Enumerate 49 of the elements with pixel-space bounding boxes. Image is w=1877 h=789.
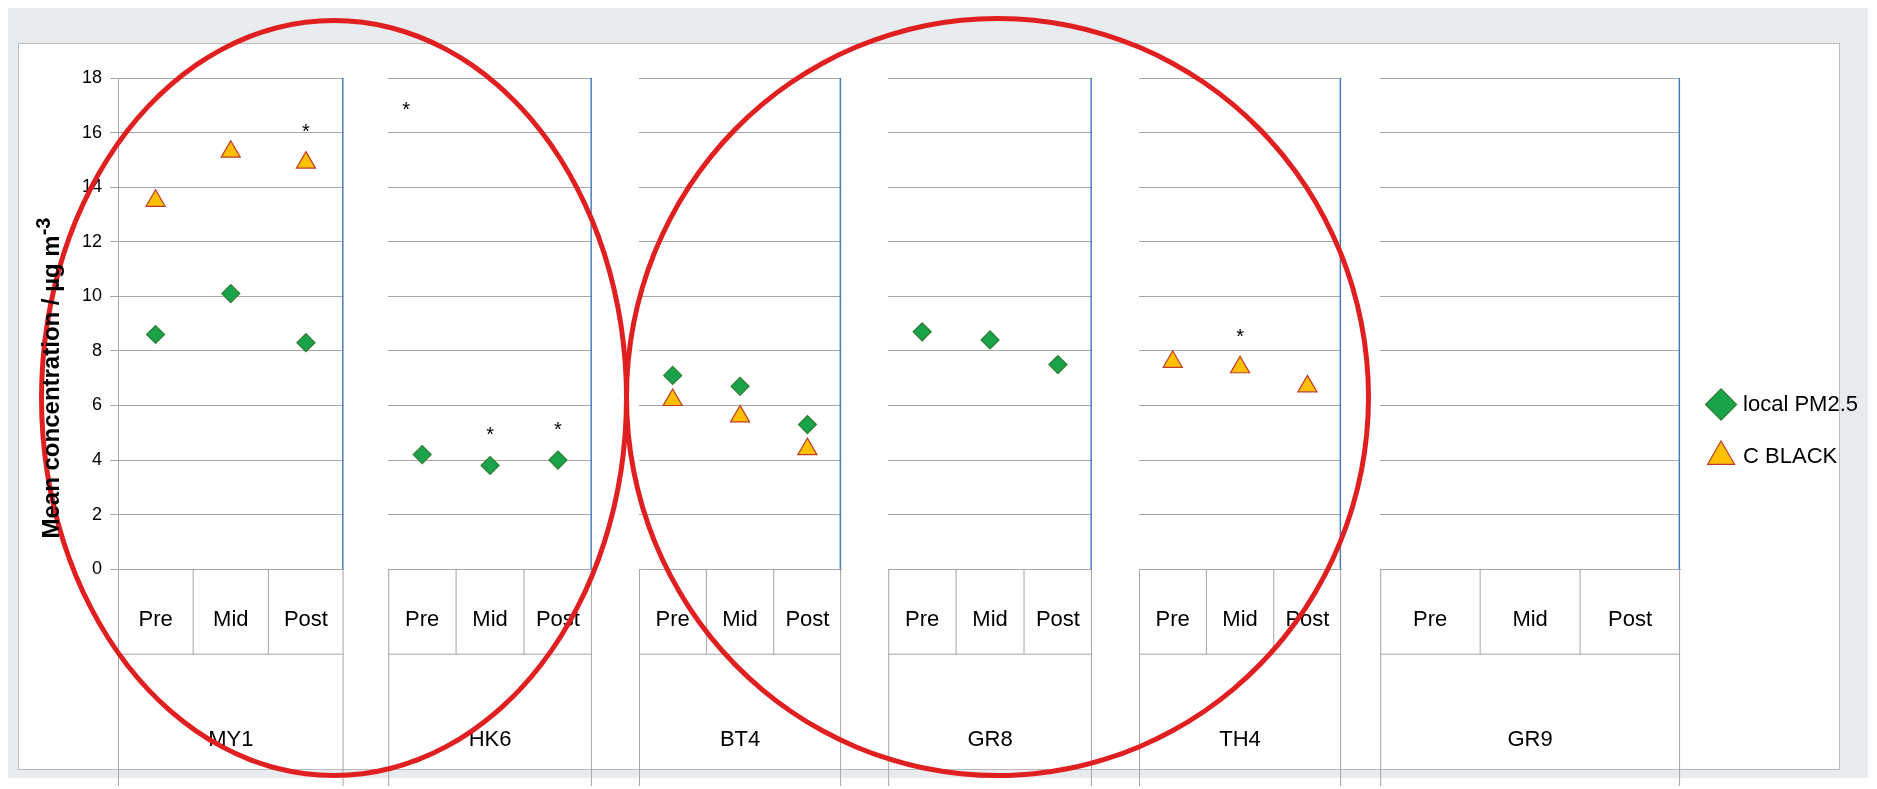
point xyxy=(221,283,241,304)
point xyxy=(797,437,818,456)
point xyxy=(145,189,166,207)
x-tick-label: Post xyxy=(1608,606,1653,632)
y-tick-label: 8 xyxy=(91,339,102,360)
x-tick-label: Mid xyxy=(972,606,1008,632)
point xyxy=(797,414,818,435)
x-tick-label: Pre xyxy=(1413,606,1448,632)
x-tick-label: Pre xyxy=(138,606,173,632)
annotation: * xyxy=(486,423,495,446)
annotation: * xyxy=(554,417,563,440)
point xyxy=(220,140,241,158)
x-axis-title: GR9 xyxy=(1507,725,1553,751)
point xyxy=(663,365,683,386)
x-tick-label: Pre xyxy=(1155,606,1190,632)
y-tick-label: 2 xyxy=(91,503,102,524)
y-tick-label: 16 xyxy=(81,121,102,142)
y-tick-label: 10 xyxy=(81,285,102,306)
point xyxy=(730,376,750,396)
legend-label: C BLACK xyxy=(1743,442,1838,468)
x-tick-label: Pre xyxy=(655,606,690,632)
x-tick-label: Mid xyxy=(1512,606,1548,632)
point xyxy=(295,151,317,169)
point xyxy=(145,324,166,345)
x-axis-title: GR8 xyxy=(967,725,1013,751)
annotation: * xyxy=(1236,324,1245,347)
x-axis-title: BT4 xyxy=(719,725,761,751)
legend-label: local PM2.5 xyxy=(1743,390,1859,416)
point xyxy=(662,388,683,407)
point xyxy=(296,333,316,353)
y-tick-label: 0 xyxy=(91,558,102,579)
x-tick-label: Post xyxy=(1035,606,1080,632)
y-tick-label: 6 xyxy=(91,394,102,415)
x-axis-title: TH4 xyxy=(1219,725,1261,751)
x-tick-label: Mid xyxy=(213,606,249,632)
x-tick-label: Mid xyxy=(472,606,508,632)
x-axis-title: HK6 xyxy=(468,725,512,751)
x-tick-label: Mid xyxy=(722,606,758,632)
x-tick-label: Mid xyxy=(1222,606,1258,632)
x-tick-label: Pre xyxy=(905,606,940,632)
x-tick-label: Post xyxy=(283,606,328,632)
y-tick-label: 12 xyxy=(81,230,102,251)
annotation: * xyxy=(302,120,311,143)
y-tick-label: 18 xyxy=(81,66,102,87)
x-tick-label: Post xyxy=(785,606,830,632)
annotation: * xyxy=(402,97,411,120)
point xyxy=(729,404,751,423)
x-tick-label: Pre xyxy=(405,606,440,632)
y-tick-label: 4 xyxy=(91,449,102,470)
